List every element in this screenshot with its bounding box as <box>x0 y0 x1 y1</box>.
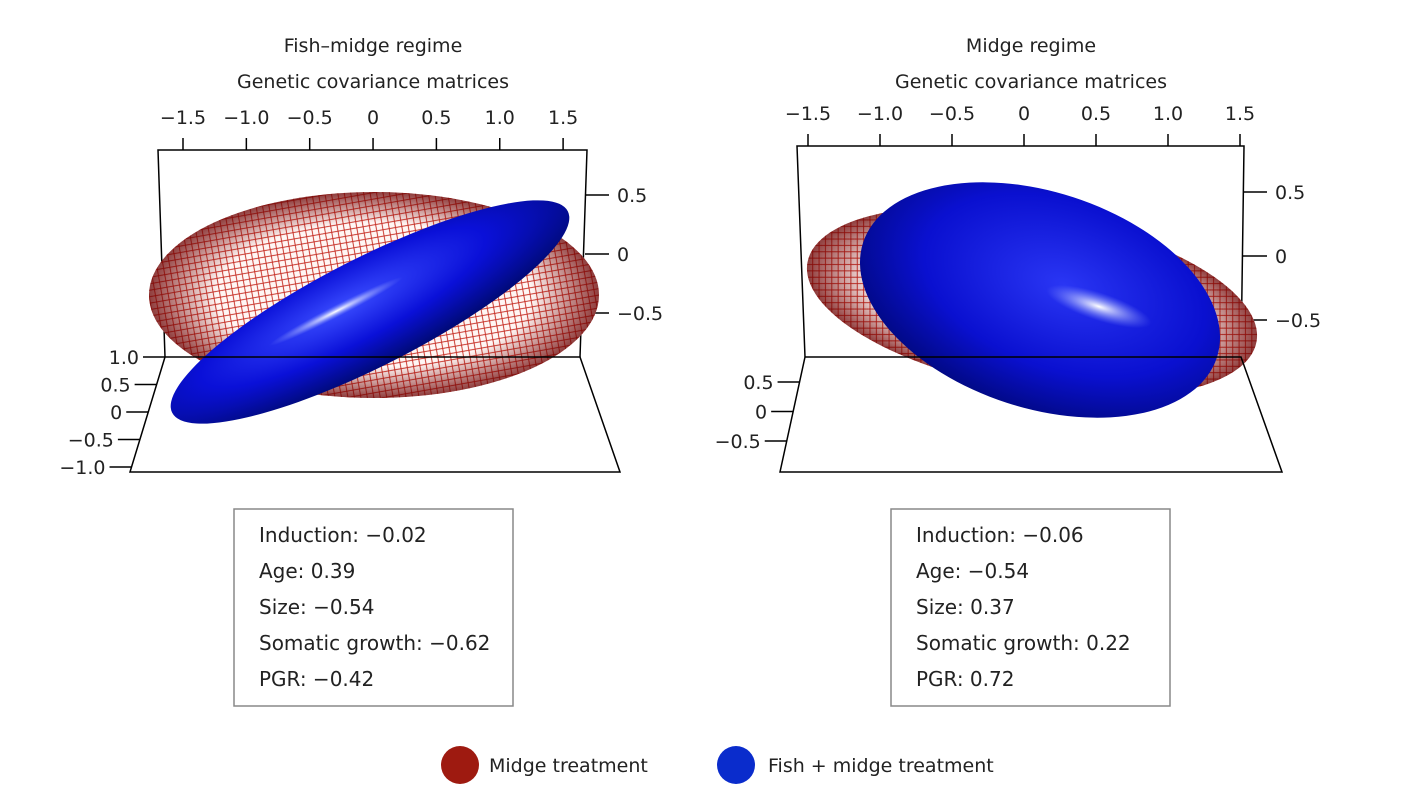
y-tick-label: −1.0 <box>59 457 105 479</box>
loading-line: Size: 0.37 <box>916 595 1015 619</box>
z-tick-label: 0.5 <box>1275 182 1305 204</box>
y-tick-label: −0.5 <box>68 430 114 452</box>
y-axis: 1.0 0.5 0 −0.5 −1.0 <box>59 347 165 479</box>
z-tick-label: 0 <box>617 244 629 266</box>
x-axis: −1.5 −1.0 −0.5 0 0.5 1.0 1.5 <box>785 103 1255 146</box>
x-tick-label: 1.0 <box>1153 103 1183 125</box>
x-tick-label: −1.5 <box>785 103 831 125</box>
loading-line: Induction: −0.06 <box>916 523 1084 547</box>
legend-label: Fish + midge treatment <box>768 755 994 777</box>
back-box <box>796 145 1245 358</box>
z-tick-label: 0.5 <box>617 185 647 207</box>
x-tick-label: −1.0 <box>223 107 269 129</box>
loadings-box <box>890 508 1171 707</box>
x-tick-label: 1.0 <box>485 107 515 129</box>
x-tick-label: 1.5 <box>1225 103 1255 125</box>
loading-line: Size: −0.54 <box>259 595 374 619</box>
x-tick-label: 0 <box>1018 103 1030 125</box>
loading-line: PGR: 0.72 <box>916 667 1014 691</box>
x-axis: −1.5 −1.0 −0.5 0 0.5 1.0 1.5 <box>160 107 578 150</box>
legend-swatch-midge <box>441 746 479 784</box>
x-tick-label: −1.5 <box>160 107 206 129</box>
panel-subtitle: Genetic covariance matrices <box>237 71 509 93</box>
floor-box <box>128 356 622 473</box>
y-axis: 0.5 0 −0.5 <box>715 372 800 453</box>
fish-midge-ellipsoid <box>170 200 570 424</box>
legend-swatch-fish-midge <box>717 746 755 784</box>
x-tick-label: 1.5 <box>548 107 578 129</box>
y-tick-label: 1.0 <box>109 347 139 369</box>
y-tick-label: −0.5 <box>715 431 761 453</box>
loadings-box <box>233 508 514 707</box>
floor-box <box>779 356 1284 473</box>
z-tick-label: −0.5 <box>617 303 663 325</box>
loading-line: Somatic growth: −0.62 <box>259 631 490 655</box>
x-tick-label: −0.5 <box>287 107 333 129</box>
z-tick-label: −0.5 <box>1275 310 1321 332</box>
panel-midge: Midge regime Genetic covariance matrices… <box>715 35 1321 707</box>
panel-subtitle: Genetic covariance matrices <box>895 71 1167 93</box>
panel-title: Midge regime <box>966 35 1096 57</box>
panel-fish-midge: Fish–midge regime Genetic covariance mat… <box>59 35 663 707</box>
fish-midge-ellipsoid <box>859 182 1221 418</box>
loading-line: Age: −0.54 <box>916 559 1029 583</box>
y-tick-label: 0.5 <box>100 375 130 397</box>
y-tick-label: 0.5 <box>743 372 773 394</box>
z-tick-label: 0 <box>1275 246 1287 268</box>
loading-line: Age: 0.39 <box>259 559 355 583</box>
legend-label: Midge treatment <box>489 755 648 777</box>
legend: Midge treatment Fish + midge treatment <box>441 746 994 784</box>
x-tick-label: 0.5 <box>1081 103 1111 125</box>
y-tick-label: 0 <box>755 402 767 424</box>
x-tick-label: −0.5 <box>929 103 975 125</box>
loading-line: PGR: −0.42 <box>259 667 374 691</box>
y-tick-label: 0 <box>110 402 122 424</box>
x-tick-label: 0 <box>367 107 379 129</box>
loading-line: Somatic growth: 0.22 <box>916 631 1131 655</box>
x-tick-label: 0.5 <box>421 107 451 129</box>
z-axis: 0.5 0 −0.5 <box>1243 182 1321 332</box>
loading-line: Induction: −0.02 <box>259 523 427 547</box>
x-tick-label: −1.0 <box>857 103 903 125</box>
panel-title: Fish–midge regime <box>284 35 463 57</box>
